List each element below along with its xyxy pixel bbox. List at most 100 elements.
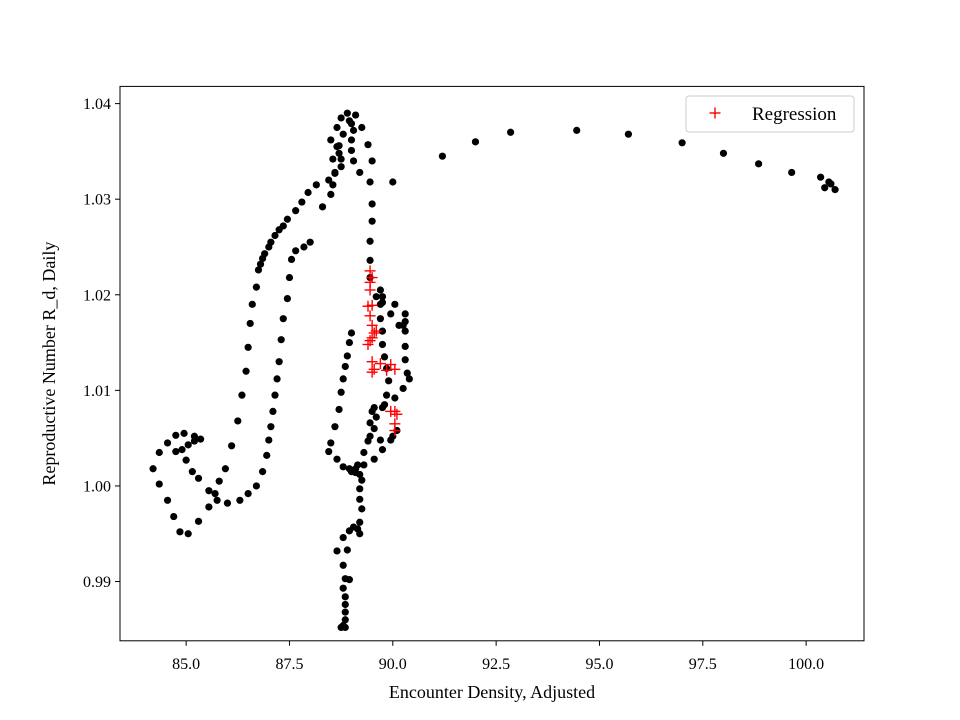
data-point — [372, 293, 380, 301]
data-point — [228, 442, 236, 450]
data-point — [221, 465, 229, 473]
data-point — [337, 623, 345, 632]
data-point — [333, 547, 341, 555]
data-point — [358, 123, 366, 132]
data-point — [378, 327, 387, 335]
data-point — [265, 243, 273, 251]
data-point — [376, 300, 384, 308]
y-axis-label: Reproductive Number R_d, Daily — [39, 242, 59, 486]
data-point — [265, 436, 273, 444]
data-point — [275, 358, 283, 366]
data-point — [387, 310, 395, 318]
data-point — [719, 149, 728, 157]
y-tick-label: 1.02 — [83, 287, 111, 304]
y-tick-label: 1.04 — [83, 96, 111, 113]
data-point — [273, 375, 281, 383]
data-point — [283, 295, 291, 303]
regression-point — [366, 319, 378, 331]
data-point — [259, 468, 267, 476]
regression-point — [362, 338, 374, 350]
data-point — [391, 394, 399, 402]
data-point — [279, 315, 287, 323]
regression-point — [389, 425, 401, 437]
data-point — [356, 168, 364, 177]
data-point — [172, 431, 180, 439]
x-tick-label: 100.0 — [788, 656, 824, 673]
data-point — [366, 256, 374, 264]
data-point — [155, 480, 163, 488]
data-point — [327, 190, 335, 199]
regression-point — [366, 332, 378, 344]
data-point — [354, 461, 362, 469]
data-point — [197, 435, 205, 443]
data-point — [341, 616, 349, 624]
data-point — [341, 593, 349, 601]
data-point — [391, 300, 399, 308]
data-point — [366, 419, 374, 427]
data-point — [356, 495, 364, 503]
data-point — [318, 203, 327, 211]
data-point — [335, 149, 343, 157]
data-point — [339, 375, 347, 383]
data-point — [242, 367, 250, 375]
data-point — [366, 237, 374, 245]
data-point — [287, 255, 296, 264]
regression-point — [374, 358, 386, 370]
regression-point — [391, 408, 403, 420]
data-point — [389, 178, 397, 186]
plot-area — [119, 85, 865, 642]
data-point — [378, 446, 387, 454]
data-point — [256, 260, 265, 268]
data-point — [376, 436, 384, 444]
data-point — [300, 243, 308, 251]
legend-box — [685, 95, 855, 133]
data-point — [358, 476, 366, 484]
regression-point — [364, 310, 376, 322]
data-point — [304, 188, 312, 197]
x-tick-label: 90.0 — [379, 656, 407, 673]
data-point — [817, 173, 825, 181]
data-point — [345, 338, 353, 347]
data-point — [269, 407, 277, 415]
legend-marker-regression — [709, 107, 721, 119]
data-point — [678, 139, 686, 147]
data-point — [343, 546, 351, 554]
data-point — [277, 336, 285, 344]
data-point — [244, 343, 252, 351]
data-point — [335, 142, 343, 150]
data-point — [194, 474, 203, 482]
data-point — [236, 496, 244, 504]
data-point — [401, 310, 409, 318]
data-point — [234, 417, 242, 425]
data-point — [259, 254, 267, 263]
data-point — [248, 300, 256, 308]
data-point — [339, 533, 347, 542]
data-point — [184, 530, 192, 538]
y-tick-label: 0.99 — [83, 574, 111, 591]
data-point — [471, 138, 480, 146]
data-point — [184, 441, 192, 449]
regression-point — [368, 327, 380, 339]
regression-point — [381, 364, 393, 376]
data-point — [339, 130, 347, 138]
data-point — [368, 200, 376, 208]
data-point — [335, 405, 343, 414]
data-point — [347, 146, 356, 155]
data-point — [372, 413, 380, 421]
data-point — [267, 423, 275, 431]
data-point — [337, 114, 345, 122]
data-point — [356, 530, 364, 538]
data-point — [188, 468, 196, 476]
data-point — [190, 437, 198, 445]
data-point — [401, 327, 409, 335]
data-point — [378, 340, 387, 349]
data-point — [349, 157, 358, 165]
data-point — [378, 293, 387, 301]
data-point — [347, 136, 356, 144]
data-point — [325, 447, 333, 456]
data-point — [347, 120, 356, 128]
data-point — [438, 152, 446, 160]
data-point — [163, 439, 172, 447]
data-point — [178, 446, 186, 454]
